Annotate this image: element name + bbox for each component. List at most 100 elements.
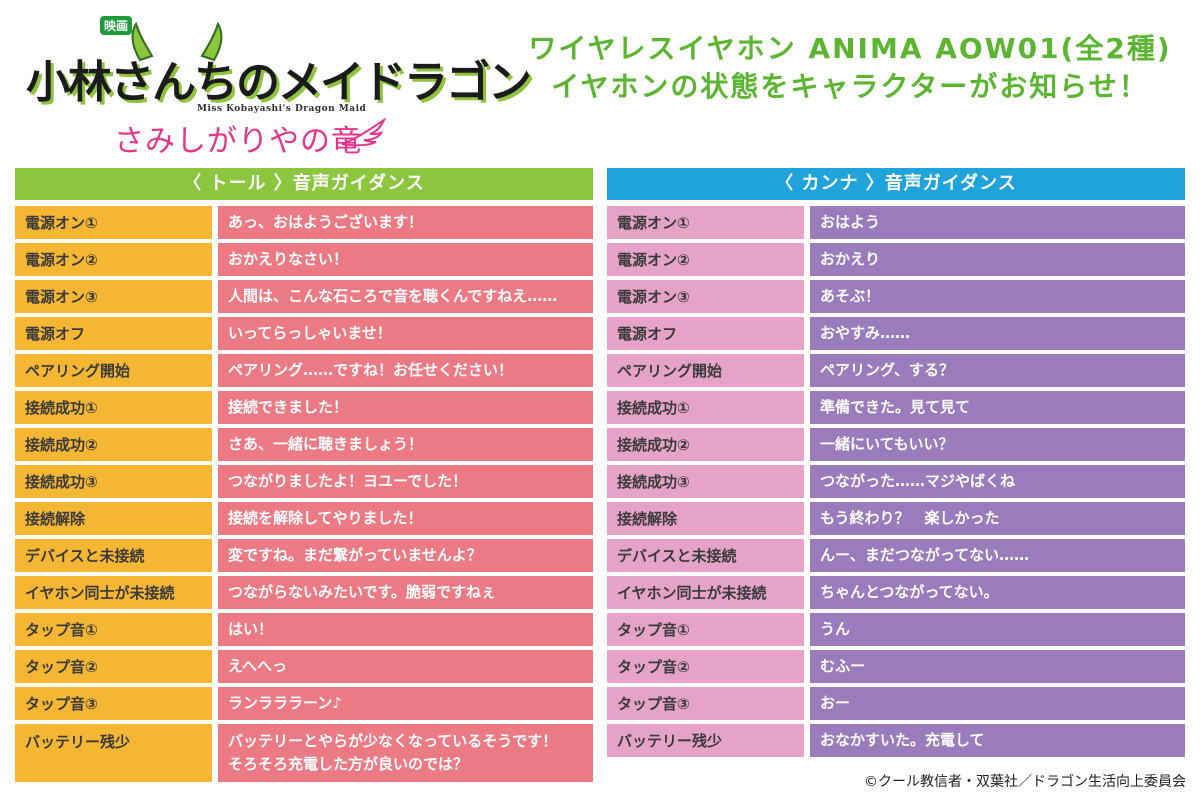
table-row: デバイスと未接続 んー、まだつながってない…… <box>607 539 1185 572</box>
state-label: タップ音③ <box>15 687 212 720</box>
voice-line-text: バッテリーとやらが少なくなっているそうです！ <box>228 732 558 750</box>
logo-english-subtitle: Miss Kobayashi's Dragon Maid <box>197 104 367 114</box>
table-row: バッテリー残少 おなかすいた。充電して <box>607 724 1185 757</box>
voice-line: 一緒にいてもいい？ <box>810 428 1185 461</box>
kanna-voice-guidance-panel: 〈 カンナ 〉音声ガイダンス 電源オン① おはよう 電源オン② おかえり 電源オン③ あそ… <box>607 168 1185 761</box>
state-label: 接続成功③ <box>607 465 804 498</box>
state-label: 接続成功① <box>15 391 212 424</box>
tohru-panel-header: 〈 トール 〉音声ガイダンス <box>15 168 593 200</box>
voice-line-text: さあ、一緒に聴きましょう！ <box>228 435 424 453</box>
voice-line-text: あっ、おはようございます！ <box>228 213 424 231</box>
movie-logo: 映画 小林さんちのメイドラゴン Miss Kobayashi's Dragon … <box>22 8 532 159</box>
table-row: イヤホン同士が未接続 ちゃんとつながってない。 <box>607 576 1185 609</box>
voice-line: 変ですね。まだ繋がっていませんよ？ <box>218 539 593 572</box>
state-label: タップ音③ <box>607 687 804 720</box>
voice-line: ランラララーン♪ <box>218 687 593 720</box>
voice-line-text: もう終わり？ 楽しかった <box>820 509 1000 527</box>
voice-line: ペアリング、する？ <box>810 354 1185 387</box>
logo-tagline: さみしがりやの竜 <box>114 124 362 159</box>
voice-line-text: ペアリング……ですね！お任せください！ <box>228 361 514 379</box>
table-row: 電源オン② おかえり <box>607 243 1185 276</box>
table-row: タップ音② むふー <box>607 650 1185 683</box>
voice-line-text: 一緒にいてもいい？ <box>820 435 954 453</box>
voice-line: もう終わり？ 楽しかった <box>810 502 1185 535</box>
table-row: 接続成功③ つながりましたよ！ヨユーでした！ <box>15 465 593 498</box>
voice-line-text: あそぶ！ <box>820 287 881 305</box>
voice-line: 人間は、こんな石ころで音を聴くんですねえ…… <box>218 280 593 313</box>
heading-line-2: イヤホンの状態をキャラクターがお知らせ！ <box>551 70 1149 103</box>
voice-line: おかえり <box>810 243 1185 276</box>
table-row: 接続解除 接続を解除してやりました！ <box>15 502 593 535</box>
voice-line: バッテリーとやらが少なくなっているそうです！ そろそろ充電した方が良いのでは？ <box>218 724 593 782</box>
state-label: イヤホン同士が未接続 <box>607 576 804 609</box>
voice-line-text: おなかすいた。充電して <box>820 731 985 749</box>
voice-line-text: つながりましたよ！ヨユーでした！ <box>228 472 468 490</box>
table-row: 電源オフ おやすみ…… <box>607 317 1185 350</box>
table-row: 接続成功③ つながった……マジやばくね <box>607 465 1185 498</box>
state-label: 接続解除 <box>15 502 212 535</box>
table-row: ペアリング開始 ペアリング、する？ <box>607 354 1185 387</box>
logo-title: 小林さんちのメイドラゴン <box>26 57 532 108</box>
voice-line: あそぶ！ <box>810 280 1185 313</box>
voice-line-text: ランラララーン♪ <box>228 694 342 712</box>
table-row: イヤホン同士が未接続 つながらないみたいです。脆弱ですねぇ <box>15 576 593 609</box>
tohru-rows: 電源オン① あっ、おはようございます！ 電源オン② おかえりなさい！ 電源オン③ 人間は、… <box>15 206 593 782</box>
voice-line-text: 準備できた。見て見て <box>820 398 971 416</box>
table-row: タップ音② えへへっ <box>15 650 593 683</box>
copyright-notice: ©クール教信者・双葉社／ドラゴン生活向上委員会 <box>864 774 1186 790</box>
table-row: 接続成功① 準備できた。見て見て <box>607 391 1185 424</box>
voice-line-text: いってらっしゃいませ！ <box>228 324 392 342</box>
kanna-panel-header: 〈 カンナ 〉音声ガイダンス <box>607 168 1185 200</box>
voice-line-text: そろそろ充電した方が良いのでは？ <box>228 755 469 773</box>
voice-line-text: えへへっ <box>228 657 287 675</box>
voice-line-text: 接続できました！ <box>228 398 349 416</box>
state-label: 接続成功② <box>15 428 212 461</box>
state-label: 電源オン③ <box>15 280 212 313</box>
voice-line: おやすみ…… <box>810 317 1185 350</box>
table-row: タップ音③ ランラララーン♪ <box>15 687 593 720</box>
voice-line: つながりましたよ！ヨユーでした！ <box>218 465 593 498</box>
state-label: 接続成功② <box>607 428 804 461</box>
table-row: 電源オン③ 人間は、こんな石ころで音を聴くんですねえ…… <box>15 280 593 313</box>
voice-line-text: 接続を解除してやりました！ <box>228 509 423 527</box>
table-row: タップ音① うん <box>607 613 1185 646</box>
state-label: ペアリング開始 <box>607 354 804 387</box>
state-label: 電源オン③ <box>607 280 804 313</box>
table-row: デバイスと未接続 変ですね。まだ繋がっていませんよ？ <box>15 539 593 572</box>
table-row: 接続成功② 一緒にいてもいい？ <box>607 428 1185 461</box>
voice-line-text: おかえりなさい！ <box>228 250 349 268</box>
state-label: タップ音① <box>607 613 804 646</box>
voice-line: いってらっしゃいませ！ <box>218 317 593 350</box>
state-label: タップ音② <box>607 650 804 683</box>
state-label: 電源オフ <box>607 317 804 350</box>
state-label: タップ音② <box>15 650 212 683</box>
state-label: デバイスと未接続 <box>607 539 804 572</box>
voice-line: ペアリング……ですね！お任せください！ <box>218 354 593 387</box>
voice-line-text: はい！ <box>228 620 274 638</box>
table-row: タップ音③ おー <box>607 687 1185 720</box>
voice-line: むふー <box>810 650 1185 683</box>
voice-line-text: おかえり <box>820 250 881 268</box>
voice-line-text: ちゃんとつながってない。 <box>820 583 999 601</box>
voice-line: おー <box>810 687 1185 720</box>
voice-line: おはよう <box>810 206 1185 239</box>
voice-line: 準備できた。見て見て <box>810 391 1185 424</box>
state-label: バッテリー残少 <box>15 724 212 782</box>
voice-line: おなかすいた。充電して <box>810 724 1185 757</box>
state-label: 電源オン② <box>15 243 212 276</box>
table-row: 電源オン③ あそぶ！ <box>607 280 1185 313</box>
voice-line-text: 人間は、こんな石ころで音を聴くんですねえ…… <box>228 287 558 305</box>
state-label: デバイスと未接続 <box>15 539 212 572</box>
voice-line-text: 変ですね。まだ繋がっていませんよ？ <box>228 546 482 564</box>
table-row: 電源オフ いってらっしゃいませ！ <box>15 317 593 350</box>
table-row: ペアリング開始 ペアリング……ですね！お任せください！ <box>15 354 593 387</box>
table-row: バッテリー残少 バッテリーとやらが少なくなっているそうです！ そろそろ充電した方が良… <box>15 724 593 782</box>
state-label: 電源オフ <box>15 317 212 350</box>
table-row: 接続成功① 接続できました！ <box>15 391 593 424</box>
voice-line-text: うん <box>820 620 851 638</box>
voice-line: おかえりなさい！ <box>218 243 593 276</box>
table-row: 電源オン① おはよう <box>607 206 1185 239</box>
voice-line-text: おやすみ…… <box>820 324 911 342</box>
table-row: タップ音① はい！ <box>15 613 593 646</box>
voice-line-text: つながらないみたいです。脆弱ですねぇ <box>228 583 497 601</box>
